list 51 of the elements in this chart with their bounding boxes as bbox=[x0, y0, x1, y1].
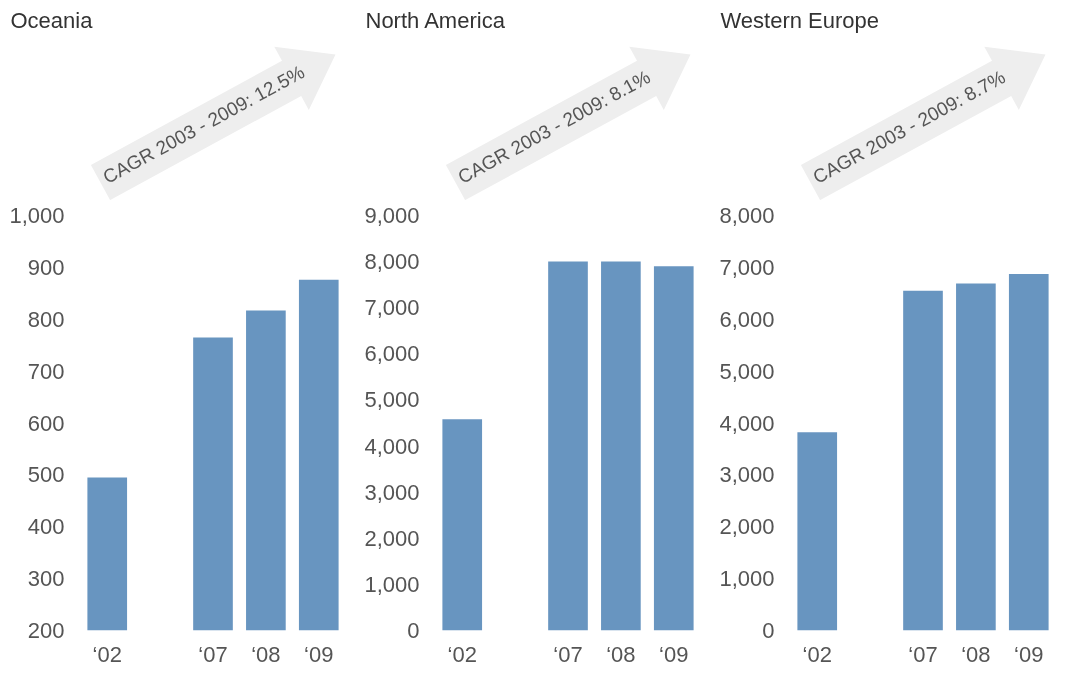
y-tick-label: 300 bbox=[27, 566, 65, 592]
y-tick-label: 7,000 bbox=[719, 254, 775, 280]
chart-title: Oceania bbox=[10, 7, 94, 33]
y-tick-label: 3,000 bbox=[364, 479, 420, 505]
y-tick-label: 0 bbox=[762, 618, 775, 643]
x-tick-label: ‘07 bbox=[198, 641, 228, 667]
bar bbox=[601, 261, 641, 631]
x-tick-label: ‘09 bbox=[1014, 641, 1044, 667]
bar bbox=[548, 261, 588, 631]
y-tick-label: 2,000 bbox=[719, 514, 775, 540]
bar bbox=[903, 290, 943, 631]
y-tick-label: 700 bbox=[27, 358, 65, 384]
x-tick-label: ‘08 bbox=[251, 641, 281, 667]
bar bbox=[956, 283, 996, 631]
x-tick-label: ‘07 bbox=[553, 641, 583, 667]
bar bbox=[442, 419, 483, 631]
y-tick-label: 9,000 bbox=[364, 203, 420, 228]
x-tick-label: ‘09 bbox=[304, 641, 334, 667]
y-tick-label: 5,000 bbox=[719, 358, 775, 384]
bar bbox=[797, 432, 838, 631]
x-tick-label: ‘02 bbox=[802, 641, 832, 667]
y-tick-label: 0 bbox=[407, 618, 420, 643]
x-tick-label: ‘02 bbox=[447, 641, 477, 667]
y-tick-label: 7,000 bbox=[364, 295, 420, 321]
x-tick-label: ‘07 bbox=[908, 641, 938, 667]
y-tick-label: 200 bbox=[27, 618, 65, 643]
y-tick-label: 500 bbox=[27, 462, 65, 488]
y-tick-label: 600 bbox=[27, 410, 65, 436]
y-tick-label: 3,000 bbox=[719, 462, 775, 488]
y-tick-label: 1,000 bbox=[719, 566, 775, 592]
x-tick-label: ‘09 bbox=[659, 641, 689, 667]
x-tick-label: ‘08 bbox=[961, 641, 991, 667]
y-tick-label: 8,000 bbox=[364, 249, 420, 275]
x-tick-label: ‘08 bbox=[606, 641, 636, 667]
bar bbox=[653, 266, 694, 631]
y-tick-label: 5,000 bbox=[364, 387, 420, 413]
y-tick-label: 2,000 bbox=[364, 525, 420, 551]
y-tick-label: 400 bbox=[27, 514, 65, 540]
bar bbox=[1008, 274, 1049, 631]
y-tick-label: 1,000 bbox=[364, 571, 420, 597]
chart-title: Western Europe bbox=[720, 7, 880, 33]
y-tick-label: 1,000 bbox=[9, 203, 65, 228]
y-tick-label: 6,000 bbox=[719, 306, 775, 332]
y-tick-label: 6,000 bbox=[364, 341, 420, 367]
y-tick-label: 900 bbox=[27, 254, 65, 280]
y-tick-label: 4,000 bbox=[719, 410, 775, 436]
y-tick-label: 800 bbox=[27, 306, 65, 332]
chart-title: North America bbox=[365, 7, 506, 33]
y-tick-label: 4,000 bbox=[364, 433, 420, 459]
y-tick-label: 8,000 bbox=[719, 203, 775, 228]
x-tick-label: ‘02 bbox=[92, 641, 122, 667]
